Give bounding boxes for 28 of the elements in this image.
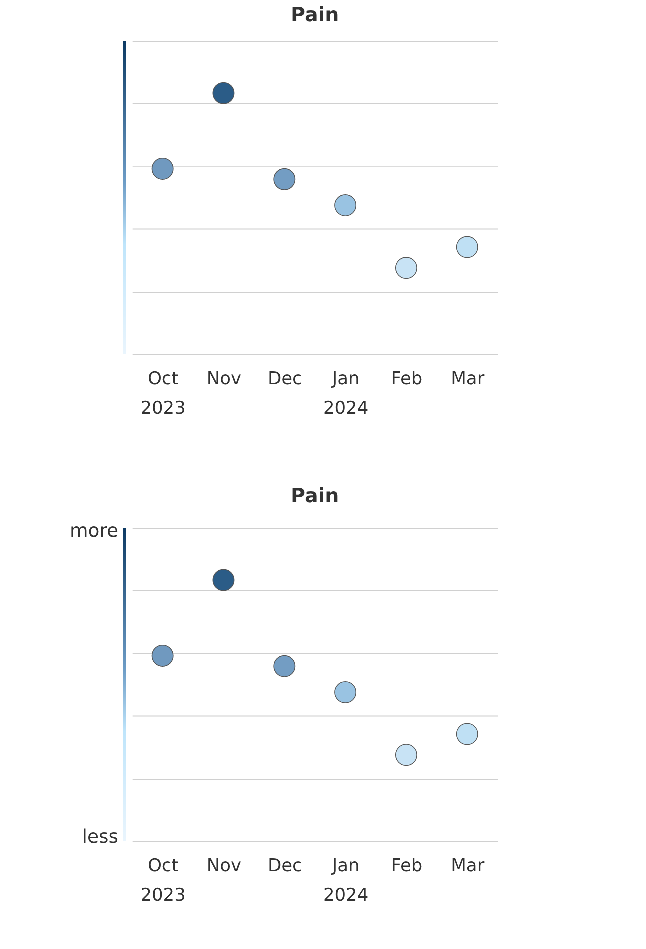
point <box>212 569 235 592</box>
point <box>456 723 478 746</box>
point <box>456 236 478 258</box>
chart-title: Pain <box>291 484 340 508</box>
point <box>212 82 235 104</box>
x-tick-label: Oct 2023 <box>140 856 186 906</box>
text: less <box>82 827 119 848</box>
x-tick-label: Oct 2023 <box>140 369 186 420</box>
point <box>152 158 174 180</box>
x-tick-label: Nov <box>206 369 242 390</box>
x-tick-label: Nov <box>206 856 242 876</box>
point <box>395 744 418 766</box>
point <box>334 194 357 216</box>
x-tick-label: Dec <box>268 369 302 390</box>
x-tick-label: Feb <box>391 369 423 390</box>
text: more <box>70 520 119 542</box>
point <box>152 644 174 667</box>
point <box>274 168 296 190</box>
point <box>334 682 357 704</box>
chart-title: Pain <box>291 3 340 26</box>
x-tick-label: Mar <box>451 856 486 876</box>
x-tick-label: Jan 2024 <box>323 856 369 906</box>
x-tick-label: Jan 2024 <box>323 369 369 420</box>
point <box>395 257 418 280</box>
x-tick-label: Mar <box>451 369 486 390</box>
x-tick-label: Feb <box>391 856 423 876</box>
x-tick-label: Dec <box>268 856 302 876</box>
point <box>274 655 296 678</box>
